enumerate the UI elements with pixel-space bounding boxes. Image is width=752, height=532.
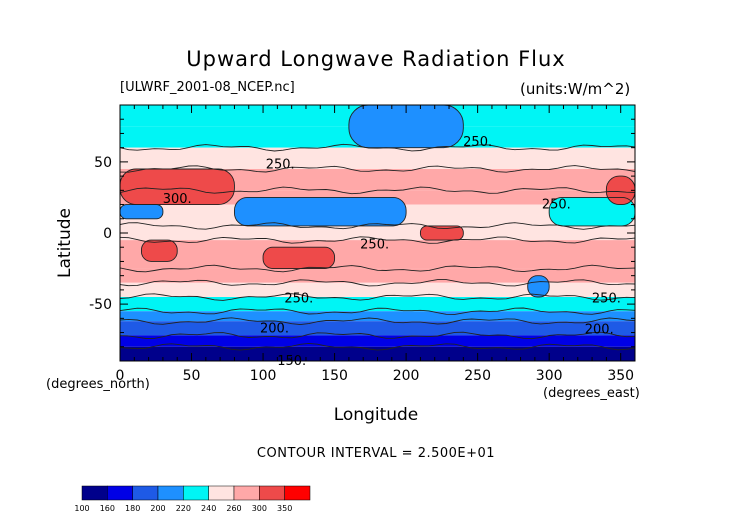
chart-title: Upward Longwave Radiation Flux	[186, 47, 566, 71]
colorbar-label-5: 240	[201, 504, 216, 513]
contour-line-0	[120, 143, 635, 152]
contour-label-3: 250.	[542, 198, 571, 213]
contour-label-5: 250.	[284, 291, 313, 306]
contour-label-0: 250.	[266, 158, 295, 173]
y-axis-unit: (degrees_north)	[46, 377, 150, 392]
contour-line-8	[120, 307, 635, 315]
dataset-label: [ULWRF_2001-08_NCEP.nc]	[120, 80, 295, 95]
lat-band-12	[120, 321, 635, 336]
lat-band-6	[120, 225, 635, 241]
contour-line-6	[120, 279, 635, 287]
y-tick-label-1: 0	[103, 226, 112, 242]
contour-line-7	[120, 293, 635, 301]
contour-label-8: 200.	[585, 323, 614, 338]
units-label: (units:W/m^2)	[520, 80, 631, 98]
lat-band-13	[120, 335, 635, 347]
anomaly-9	[527, 275, 550, 297]
contour-anomaly-4	[120, 168, 235, 206]
anomaly-0	[348, 105, 464, 148]
contour-line-10	[120, 331, 635, 340]
contour-anomaly-1	[233, 196, 407, 227]
contour-label-6: 250.	[592, 291, 621, 306]
contour-anomaly-6	[141, 239, 178, 262]
contour-anomaly-0	[348, 105, 464, 149]
contour-anomaly-5	[605, 175, 635, 206]
contour-line-4	[120, 236, 635, 244]
x-tick-label-5: 250	[464, 368, 491, 384]
anomaly-8	[420, 225, 464, 241]
x-axis-unit: (degrees_east)	[543, 386, 640, 401]
contour-label-2: 250.	[463, 135, 492, 150]
colorbar-swatch-1	[107, 485, 133, 501]
y-tick-label-0: -50	[89, 297, 112, 313]
contour-label-4: 250.	[360, 237, 389, 252]
x-tick-label-1: 50	[183, 368, 201, 384]
contour-line-2	[120, 186, 635, 195]
x-tick-label-0: 0	[116, 368, 125, 384]
anomaly-3	[549, 197, 635, 226]
colorbar-swatch-7	[259, 485, 285, 501]
lat-band-9	[120, 282, 635, 297]
colorbar-swatch-6	[233, 485, 260, 501]
lat-band-3	[120, 169, 635, 191]
colorbar-label-2: 180	[125, 504, 140, 513]
contour-line-3	[120, 222, 635, 230]
x-tick-label-2: 100	[250, 368, 277, 384]
contour-line-1	[120, 165, 635, 173]
colorbar-swatch-8	[284, 485, 311, 501]
x-tick-label-4: 200	[393, 368, 420, 384]
contour-label-1: 300.	[163, 192, 192, 207]
colorbar-label-7: 300	[252, 504, 267, 513]
colorbar-label-8: 350	[277, 504, 292, 513]
contour-anomaly-7	[262, 246, 336, 270]
y-axis-label: Latitude	[55, 208, 75, 278]
lat-band-2	[120, 147, 635, 169]
colorbar-swatch-5	[208, 485, 235, 501]
colorbar: 100 160 180 200 220 240 260 300 350	[74, 485, 311, 513]
y-axis-ticks: -50 0 50	[89, 118, 635, 348]
contour-line-9	[120, 317, 635, 326]
colorbar-swatch-3	[157, 485, 184, 501]
colorbar-label-3: 200	[150, 504, 165, 513]
y-tick-label-2: 50	[94, 155, 112, 171]
x-axis-label: Longitude	[333, 405, 419, 425]
x-tick-label-3: 150	[321, 368, 348, 384]
anomaly-7	[263, 247, 335, 269]
x-tick-label-7: 350	[607, 368, 634, 384]
colorbar-swatch-4	[183, 485, 209, 501]
colorbar-label-4: 220	[176, 504, 191, 513]
anomaly-2	[120, 204, 163, 219]
contour-anomaly-9	[527, 275, 550, 298]
x-axis-ticks: 0 50 100 150 200 250 300 350	[116, 105, 634, 384]
contour-interval: CONTOUR INTERVAL = 2.500E+01	[256, 446, 496, 461]
anomaly-4	[120, 169, 235, 205]
anomaly-6	[141, 240, 178, 262]
colorbar-swatch-2	[132, 485, 159, 501]
colorbar-label-0: 100	[74, 504, 89, 513]
contour-anomaly-3	[548, 196, 635, 227]
lat-band-8	[120, 268, 635, 283]
lat-band-7	[120, 240, 635, 269]
colorbar-label-6: 260	[226, 504, 241, 513]
lat-band-10	[120, 297, 635, 312]
contour-lines	[120, 105, 635, 351]
colorbar-label-1: 160	[100, 504, 115, 513]
lat-band-11	[120, 311, 635, 322]
contour-line-5	[120, 264, 635, 273]
x-tick-label-6: 300	[536, 368, 563, 384]
colorbar-swatch-0	[81, 485, 108, 501]
contour-line-11	[120, 342, 635, 351]
anomaly-1	[234, 197, 407, 226]
contour-label-7: 200.	[260, 321, 289, 336]
contour-anomaly-8	[419, 225, 464, 241]
heatmap-cells	[120, 105, 635, 361]
